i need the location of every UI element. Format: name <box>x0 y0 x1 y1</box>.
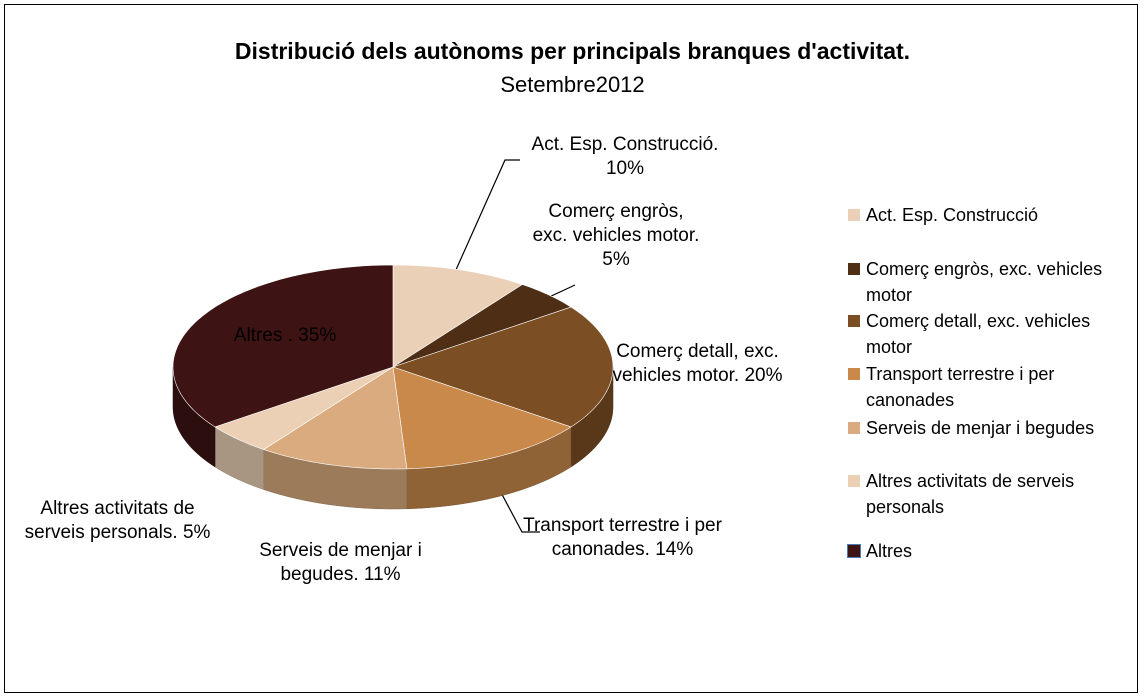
pie-tops <box>172 264 614 470</box>
legend-label: Altres activitats de serveis personals <box>866 471 1075 517</box>
chart-title: Distribució dels autònoms per principals… <box>234 38 911 64</box>
legend-swatch <box>848 209 860 221</box>
legend-swatch <box>848 315 860 327</box>
data-label: Serveis de menjar i begudes. 11% <box>259 540 422 585</box>
slice <box>392 366 572 470</box>
data-label: Act. Esp. Construcció. 10% <box>531 134 719 179</box>
chart-frame <box>4 4 1138 693</box>
legend-label: Comerç engròs, exc. vehicles motor <box>866 259 1103 305</box>
slice <box>392 306 614 428</box>
legend-label: Transport terrestre i per canonades <box>866 364 1055 410</box>
leader-line <box>496 484 540 533</box>
legend-label: Serveis de menjar i begudes <box>866 418 1095 438</box>
chart-subtitle: Setembre2012 <box>500 72 645 97</box>
slice <box>172 264 394 428</box>
slice <box>392 284 572 368</box>
legend-swatch <box>848 263 860 275</box>
data-label: Transport terrestre i per canonades. 14% <box>523 515 722 560</box>
slice <box>214 366 394 450</box>
data-label: Altres activitats de serveis personals. … <box>24 498 211 543</box>
legend-label: Act. Esp. Construcció <box>866 205 1039 225</box>
legend-swatch <box>848 475 860 487</box>
legend-swatch <box>847 544 861 558</box>
data-label: Comerç detall, exc. vehicles motor. 20% <box>612 341 783 386</box>
leader-line <box>546 284 576 299</box>
slice <box>392 264 524 368</box>
leader-lines <box>454 159 576 533</box>
data-label: Comerç engròs, exc. vehicles motor. 5% <box>532 201 700 270</box>
legend-swatch <box>848 368 860 380</box>
slice <box>262 366 408 470</box>
legend-label: Comerç detall, exc. vehicles motor <box>866 311 1091 357</box>
leader-line <box>454 159 520 273</box>
data-label: Altres . 35% <box>233 325 337 346</box>
legend-label: Altres <box>866 541 913 561</box>
legend-swatch <box>848 422 860 434</box>
